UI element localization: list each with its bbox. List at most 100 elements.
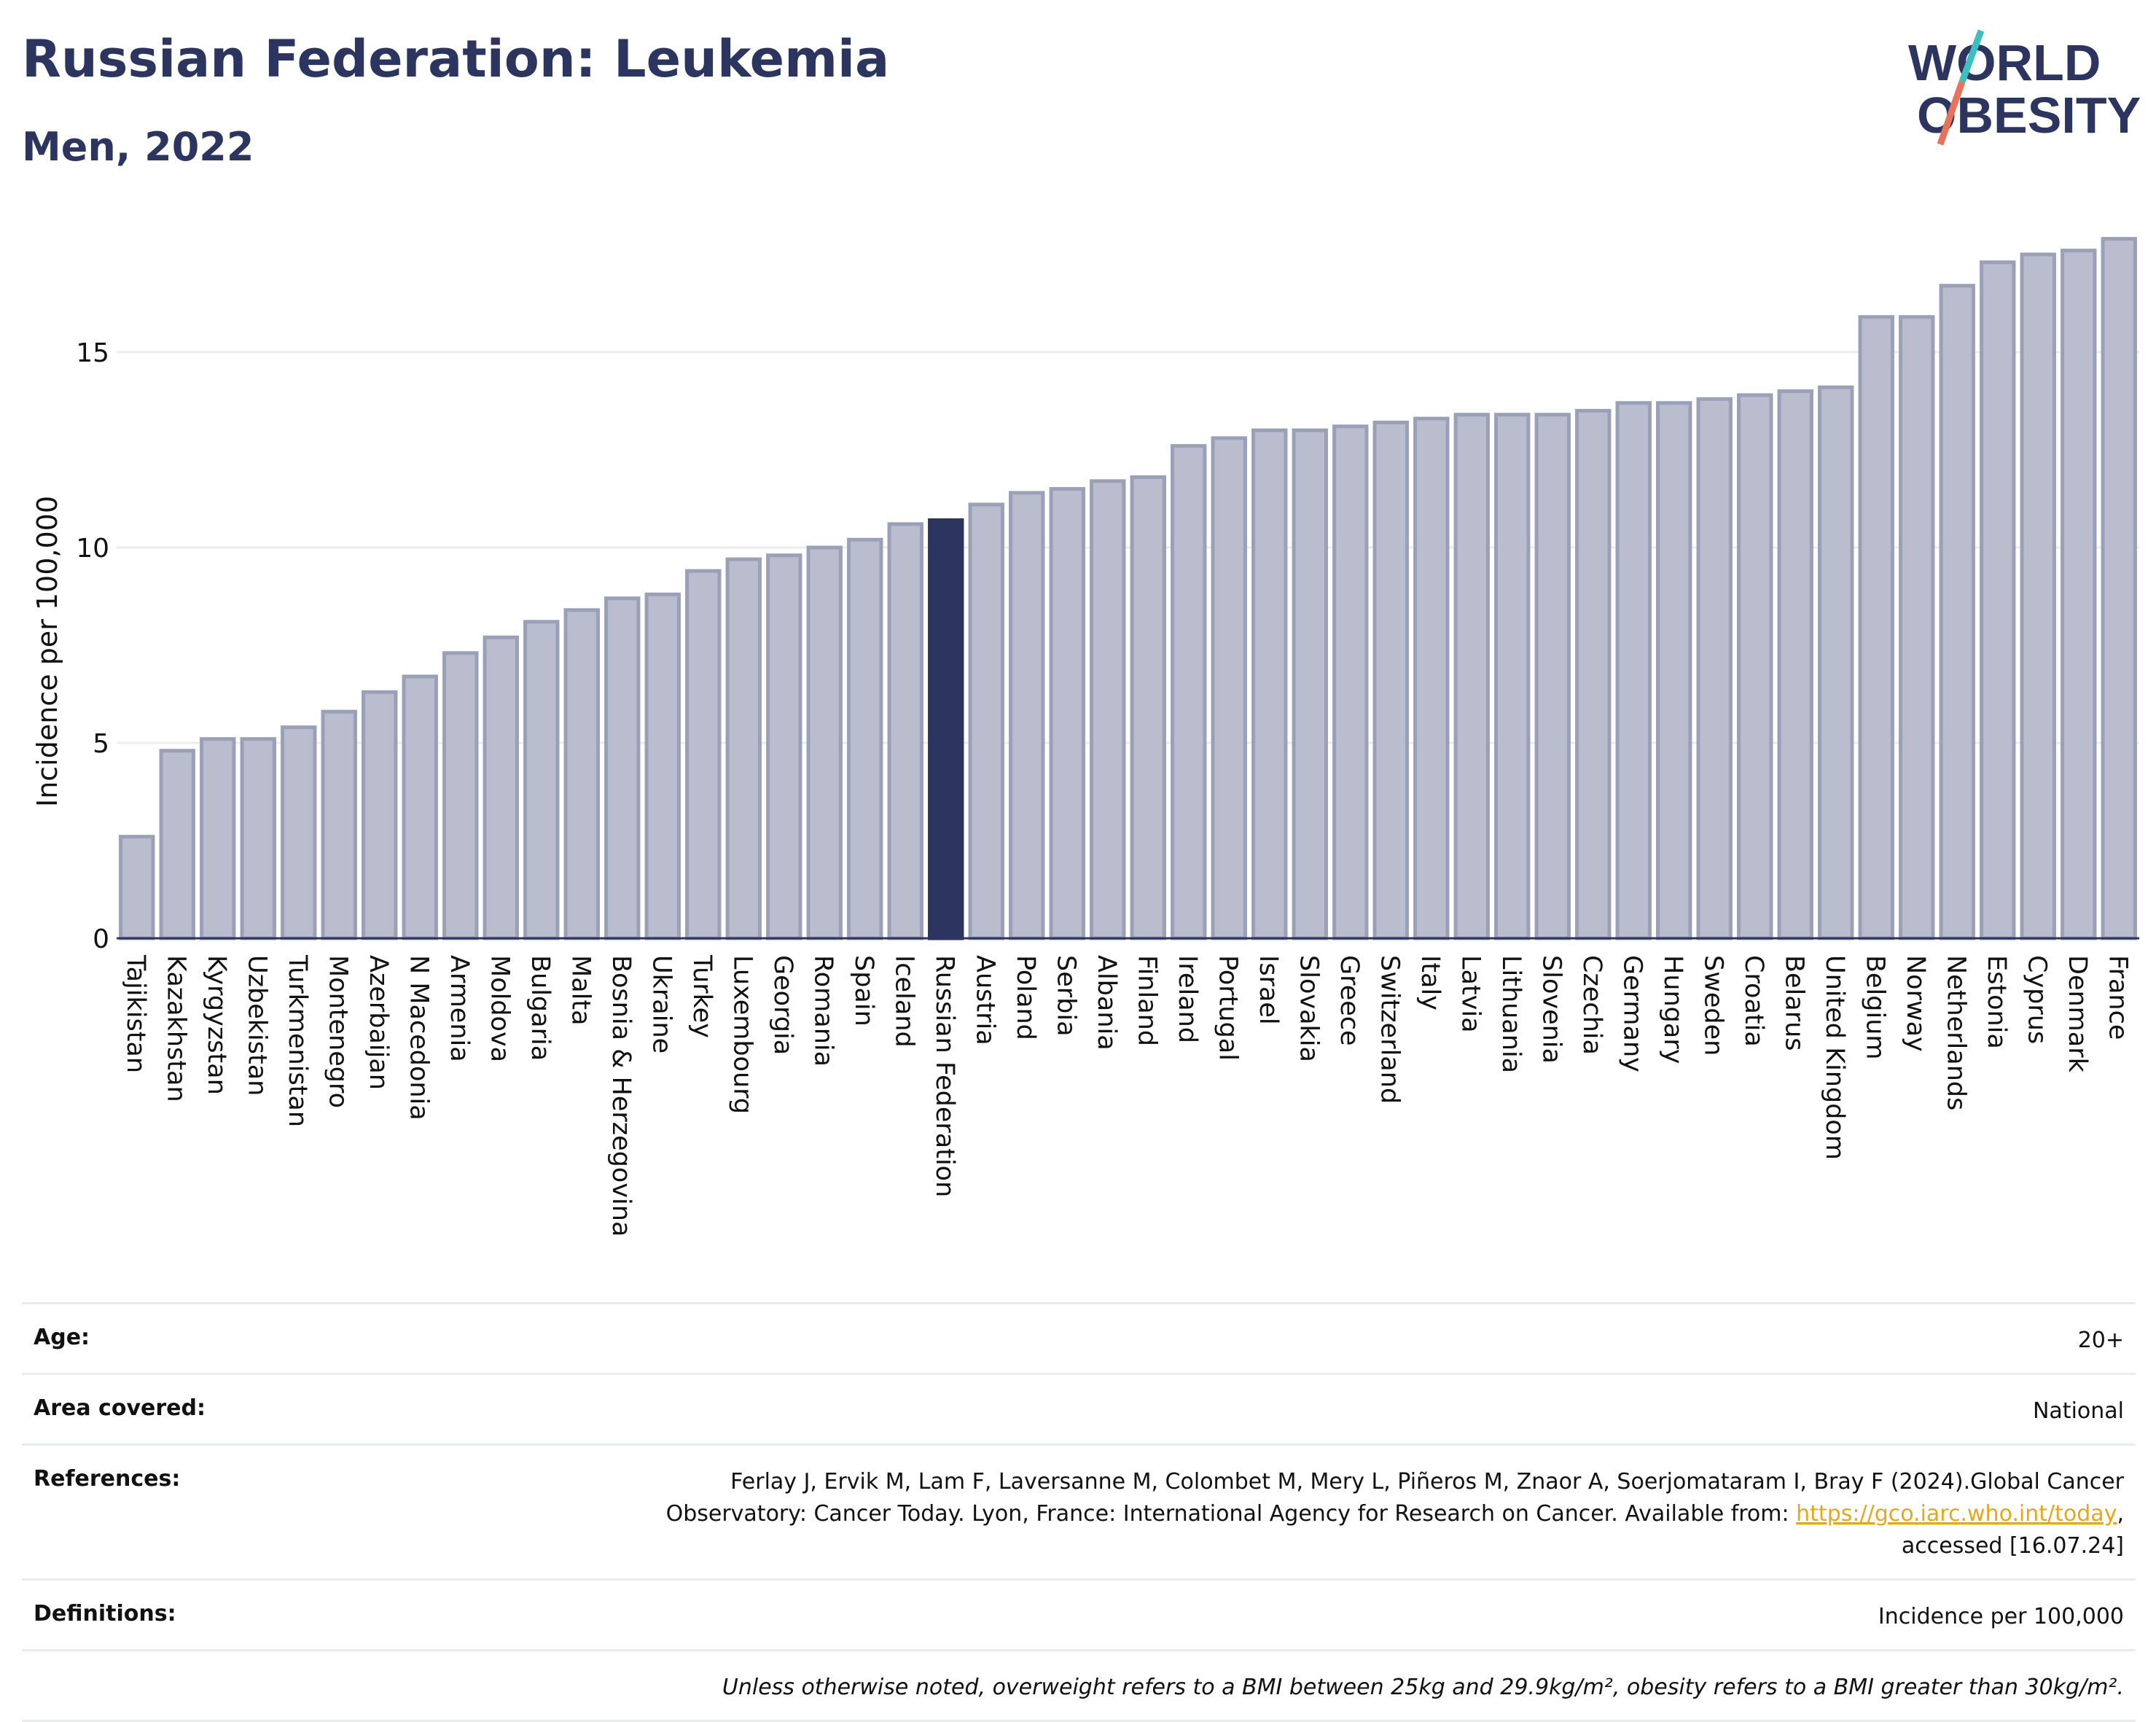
bar-albania (1090, 479, 1126, 940)
x-tick-label: Bosnia & Herzegovina (606, 955, 636, 1236)
info-row-area: Area covered: National (22, 1373, 2136, 1444)
x-tick-label: Slovakia (1294, 955, 1323, 1062)
definitions-label: Definitions: (34, 1601, 176, 1626)
x-tick-label: Kyrgyzstan (202, 955, 231, 1095)
bar-kazakhstan (159, 749, 195, 940)
x-tick-label: Spain (849, 955, 878, 1026)
x-tick-label: Russian Federation (930, 955, 959, 1197)
x-tick-label: Denmark (2063, 955, 2092, 1073)
info-row-age: Age: 20+ (22, 1302, 2136, 1373)
bar-greece (1332, 424, 1369, 940)
bar-tajikistan (119, 835, 155, 940)
bar-sweden (1696, 397, 1733, 940)
x-tick-label: Croatia (1739, 955, 1768, 1047)
bar-finland (1130, 475, 1166, 940)
bar-turkey (685, 569, 722, 940)
x-tick-label: Poland (1011, 955, 1040, 1040)
x-tick-label: Hungary (1658, 955, 1687, 1064)
references-link[interactable]: https://gco.iarc.who.int/today (1796, 1501, 2117, 1527)
x-tick-label: Czechia (1577, 955, 1606, 1055)
x-tick-label: Turkey (687, 954, 716, 1038)
x-tick-label: Israel (1254, 955, 1283, 1025)
y-axis-label: Incidence per 100,000 (31, 496, 63, 807)
bar-czechia (1575, 408, 1612, 940)
logo-slash-top (1958, 29, 1985, 83)
x-tick-label: Malta (566, 955, 595, 1026)
bar-slovenia (1534, 413, 1571, 940)
x-tick-label: Bulgaria (526, 955, 555, 1061)
bar-france (2101, 237, 2137, 940)
bar-ireland (1171, 444, 1207, 940)
bar-germany (1615, 401, 1652, 940)
chart-title: Russian Federation: Leukemia (22, 29, 890, 89)
x-tick-label: United Kingdom (1820, 955, 1849, 1160)
bar-estonia (1980, 260, 2016, 940)
bar-netherlands (1939, 284, 1975, 940)
bar-malta (563, 608, 600, 940)
bar-austria (968, 502, 1004, 940)
bar-turkmenistan (281, 725, 317, 940)
bar-spain (847, 537, 883, 940)
x-tick-label: Sweden (1698, 955, 1727, 1056)
x-tick-label: Romania (808, 955, 837, 1067)
bar-israel (1251, 428, 1288, 940)
chart-subtitle: Men, 2022 (22, 124, 254, 170)
y-tick-label: 15 (76, 338, 109, 368)
bar-croatia (1737, 393, 1773, 940)
x-tick-label: Turkmenistan (283, 954, 312, 1127)
info-table: Age: 20+ Area covered: National Referenc… (22, 1302, 2136, 1722)
x-tick-label: Iceland (889, 955, 918, 1048)
y-tick-label: 0 (93, 924, 109, 954)
x-tick-label: Italy (1415, 955, 1445, 1010)
bar-ukraine (644, 592, 681, 940)
x-tick-label: Ireland (1173, 955, 1202, 1043)
bar-denmark (2061, 249, 2097, 940)
bar-norway (1899, 315, 1935, 940)
x-tick-label: Netherlands (1941, 955, 1970, 1110)
x-tick-label: Norway (1901, 955, 1930, 1052)
bar-n-macedonia (402, 674, 438, 940)
x-tick-label: Germany (1617, 955, 1647, 1072)
x-tick-labels: Tajikistan Kazakhstan Kyrgyzstan Uzbekistan… (121, 954, 2133, 1236)
bar-portugal (1211, 436, 1247, 940)
x-tick-label: Montenegro (323, 955, 352, 1108)
x-tick-label: Estonia (1982, 955, 2011, 1049)
x-tick-label: Armenia (445, 955, 474, 1062)
x-tick-label: Portugal (1213, 955, 1242, 1061)
bar-kyrgyzstan (200, 737, 236, 940)
x-tick-label: Switzerland (1375, 955, 1404, 1104)
x-tick-label: Greece (1335, 955, 1364, 1046)
area-label: Area covered: (34, 1395, 206, 1421)
x-tick-label: Uzbekistan (242, 955, 271, 1096)
bar-italy (1413, 416, 1450, 940)
info-row-note: Unless otherwise noted, overweight refer… (22, 1649, 2136, 1722)
x-tick-label: Austria (970, 955, 999, 1045)
bar-luxembourg (725, 557, 762, 940)
x-tick-label: Lithuania (1496, 955, 1526, 1073)
y-tick-label: 10 (76, 534, 109, 564)
x-tick-label: Belgium (1860, 955, 1889, 1060)
bar-montenegro (321, 709, 357, 940)
bar-slovakia (1292, 428, 1328, 940)
x-tick-label: Latvia (1456, 955, 1485, 1033)
age-value: 20+ (2077, 1328, 2124, 1353)
age-label: Age: (34, 1325, 90, 1350)
bar-switzerland (1372, 420, 1409, 940)
bars (119, 237, 2137, 940)
x-tick-label: Azerbaijan (364, 955, 393, 1090)
bar-lithuania (1494, 413, 1531, 940)
references-label: References: (34, 1466, 181, 1492)
x-tick-label: Serbia (1051, 955, 1080, 1037)
bar-azerbaijan (362, 690, 398, 940)
x-tick-label: Albania (1092, 955, 1121, 1051)
y-tick-labels: 0 5 10 15 (76, 338, 109, 954)
x-tick-label: Kazakhstan (161, 955, 190, 1102)
x-tick-label: Belarus (1779, 955, 1808, 1051)
area-value: National (2032, 1398, 2124, 1424)
y-tick-label: 5 (93, 729, 109, 759)
x-tick-label: Moldova (485, 955, 514, 1062)
x-tick-label: Tajikistan (121, 954, 150, 1073)
bar-moldova (483, 635, 519, 940)
x-tick-label: France (2103, 955, 2132, 1040)
bar-armenia (442, 651, 479, 940)
